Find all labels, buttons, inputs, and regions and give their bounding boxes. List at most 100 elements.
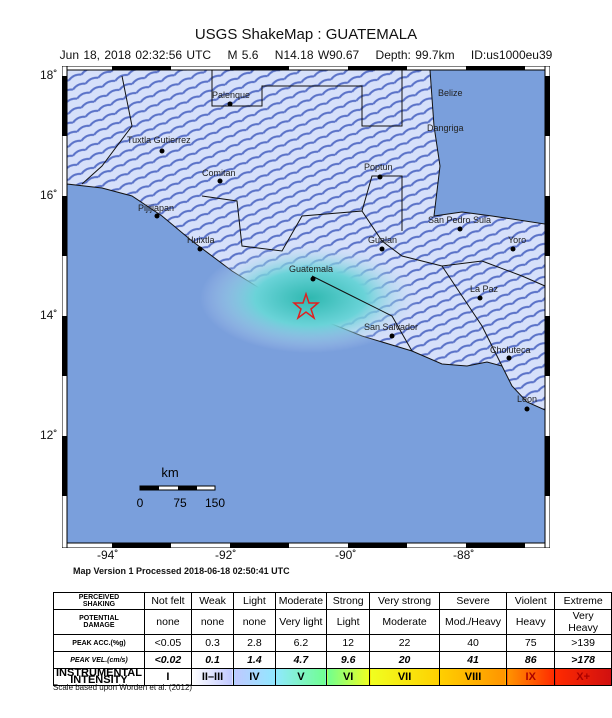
svg-text:Leon: Leon [517, 394, 537, 404]
svg-text:Pijijiapan: Pijijiapan [138, 203, 174, 213]
city-palenque: Palenque [212, 90, 250, 107]
legend-cell: 41 [438, 651, 508, 669]
legend-cell: <0.05 [143, 634, 192, 652]
shakemap-map[interactable]: Palenque Tuxtla Gutierrez Comitan Pijiji… [62, 66, 550, 548]
legend-cell: none [190, 609, 235, 635]
legend-cell: Weak [190, 592, 235, 610]
legend-cell: Extreme [554, 592, 612, 610]
lon-tick: -88˚ [453, 548, 475, 562]
legend-cell: 4.7 [274, 651, 328, 669]
legend-cell: Very light [274, 609, 328, 635]
cities: Palenque Tuxtla Gutierrez Comitan Pijiji… [127, 88, 537, 412]
svg-text:km: km [161, 465, 178, 480]
legend-cell: Very strong [369, 592, 440, 610]
legend-row: PEAK ACC.(%g) <0.05 0.3 2.8 6.2 12 22 40 75 >139 [53, 634, 612, 652]
city-comitan: Comitan [202, 168, 236, 184]
lon-tick: -94˚ [97, 548, 119, 562]
map-version: Map Version 1 Processed 2018-06-18 02:50… [73, 566, 290, 576]
legend-cell: 0.1 [190, 651, 235, 669]
city-yoro: Yoro [508, 235, 526, 252]
svg-text:Palenque: Palenque [212, 90, 250, 100]
legend-cell: >178 [554, 651, 612, 669]
legend-header-text: PEAK ACC.(%g) [72, 639, 126, 647]
legend-cell: Severe [438, 592, 508, 610]
legend-cell: >139 [554, 634, 612, 652]
svg-text:Guatemala: Guatemala [289, 264, 333, 274]
legend-header-text: PERCEIVED [78, 594, 120, 601]
legend-cell: 12 [326, 634, 371, 652]
svg-text:San Salvador: San Salvador [364, 322, 418, 332]
svg-text:75: 75 [173, 496, 187, 510]
legend-row-header: PEAK VEL.(cm/s) [53, 651, 145, 669]
lon-tick: -90˚ [335, 548, 357, 562]
legend-header-text: SHAKING [82, 601, 116, 608]
legend-cell: VI [326, 668, 371, 686]
legend-row: PEAK VEL.(cm/s) <0.02 0.1 1.4 4.7 9.6 20 41 86 >1… [53, 651, 612, 669]
legend-cell: 86 [506, 651, 556, 669]
svg-text:Dangriga: Dangriga [427, 123, 464, 133]
legend-cell: 22 [369, 634, 440, 652]
map-frame [62, 66, 550, 548]
lat-tick: 16˚ [40, 188, 58, 202]
legend-cell: Mod./Heavy [438, 609, 508, 635]
legend-cell: V [274, 668, 328, 686]
legend-cell: 6.2 [274, 634, 328, 652]
lat-tick: 12˚ [40, 428, 58, 442]
scale-note: Scale based upon Worden et al. (2012) [53, 683, 193, 692]
city-pijijiapan: Pijijiapan [138, 203, 174, 219]
legend-cell: 20 [369, 651, 440, 669]
lon-tick: -92˚ [215, 548, 237, 562]
legend-cell: Moderate [274, 592, 328, 610]
borders [81, 70, 546, 367]
city-san-salvador: San Salvador [364, 322, 418, 339]
event-id: ID:us1000eu39 [470, 48, 553, 62]
legend-cell: 40 [438, 634, 508, 652]
legend-cell: none [143, 609, 192, 635]
legend-cell: none [233, 609, 276, 635]
city-leon: Leon [517, 394, 537, 412]
legend-cell: 75 [506, 634, 556, 652]
legend-cell: Light [326, 609, 371, 635]
legend-cell: Very Heavy [554, 609, 612, 635]
intensity-legend: PERCEIVED SHAKING Not felt Weak Light Moderat… [53, 592, 612, 686]
city-choluteca: Choluteca [490, 345, 531, 361]
svg-text:Tuxtla Gutierrez: Tuxtla Gutierrez [127, 135, 191, 145]
legend-cell: 9.6 [326, 651, 371, 669]
legend-cell: 1.4 [233, 651, 276, 669]
land [66, 69, 546, 411]
legend-cell: IX [506, 668, 556, 686]
city-poptun: Poptun [364, 162, 393, 180]
event-date: Jun 18, 2018 02:32:56 UTC [59, 48, 212, 62]
legend-row: PERCEIVED SHAKING Not felt Weak Light Moderat… [53, 592, 612, 610]
svg-text:La Paz: La Paz [470, 284, 499, 294]
event-location: N14.18 W90.67 [274, 48, 360, 62]
legend-cell: Violent [506, 592, 556, 610]
legend-cell: IV [233, 668, 276, 686]
legend-cell: VIII [438, 668, 508, 686]
legend-header-text: PEAK VEL.(cm/s) [70, 656, 128, 664]
city-tuxtla-gutierrez: Tuxtla Gutierrez [127, 135, 191, 154]
legend-cell: 0.3 [190, 634, 235, 652]
legend-cell: Not felt [143, 592, 192, 610]
legend-cell: <0.02 [143, 651, 192, 669]
legend-cell: X+ [554, 668, 612, 686]
legend-header-text: INSTRUMENTAL [56, 667, 142, 679]
legend-header-text: INTENSITY [70, 674, 128, 686]
lat-tick: 18˚ [40, 68, 58, 82]
svg-text:Huixtla: Huixtla [187, 235, 215, 245]
legend-row: POTENTIAL DAMAGE none none none Very light Lig… [53, 609, 612, 635]
legend-row-header: INSTRUMENTAL INTENSITY [53, 667, 145, 686]
city-gualan: Gualan [368, 235, 397, 252]
legend-row-header: PEAK ACC.(%g) [53, 634, 145, 652]
city-san-pedro-sula: San Pedro Sula [428, 215, 491, 232]
svg-text:Gualan: Gualan [368, 235, 397, 245]
event-magnitude: M 5.6 [227, 48, 259, 62]
legend-cell: Light [233, 592, 276, 610]
epicenter-star-icon [291, 291, 321, 321]
city-la-paz: La Paz [470, 284, 499, 301]
svg-text:Yoro: Yoro [508, 235, 526, 245]
legend-cell: Heavy [506, 609, 556, 635]
svg-text:150: 150 [205, 496, 225, 510]
city-huixtla: Huixtla [187, 235, 215, 252]
